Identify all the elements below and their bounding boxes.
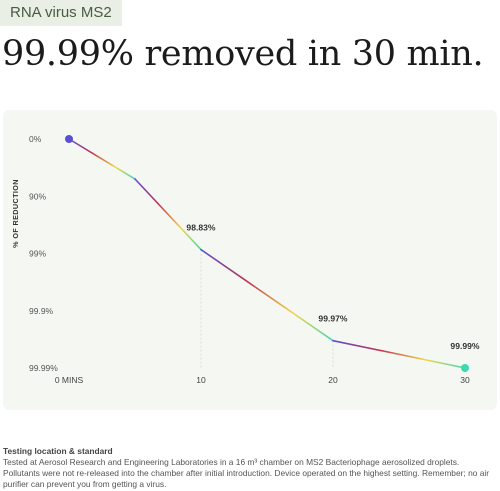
- page-headline: 99.99% removed in 30 min.: [2, 34, 484, 74]
- reduction-line-segment: [68, 138, 136, 180]
- y-tick-label: 99%: [29, 249, 46, 259]
- reduction-line-segment: [200, 248, 334, 342]
- y-axis-title: % OF REDUCTION: [11, 179, 20, 248]
- y-tick-label: 99.99%: [29, 363, 58, 373]
- x-tick-label: 10: [196, 375, 206, 385]
- data-label: 99.99%: [450, 341, 480, 351]
- end-point: [461, 364, 469, 372]
- x-tick-label: 0 MINS: [55, 375, 84, 385]
- testing-notes-title: Testing location & standard: [3, 446, 113, 456]
- y-tick-label: 99.9%: [29, 306, 54, 316]
- reduction-line-segment: [332, 339, 466, 369]
- start-point: [65, 135, 73, 143]
- testing-notes: Testing location & standard Tested at Ae…: [3, 446, 497, 490]
- y-tick-label: 0%: [29, 134, 42, 144]
- x-tick-label: 20: [328, 375, 338, 385]
- data-label: 99.97%: [318, 314, 348, 324]
- virus-badge: RNA virus MS2: [0, 0, 122, 26]
- x-tick-label: 30: [460, 375, 470, 385]
- reduction-line-segment: [134, 178, 202, 251]
- reduction-chart: % OF REDUCTION 0% 90% 99% 99.9% 99.99% 0 MINS 1…: [3, 110, 497, 410]
- chart-svg: % OF REDUCTION 0% 90% 99% 99.9% 99.99% 0 MINS 1…: [11, 134, 480, 385]
- y-tick-label: 90%: [29, 191, 46, 201]
- data-label: 98.83%: [186, 223, 216, 233]
- testing-notes-body: Tested at Aerosol Research and Engineeri…: [3, 457, 490, 489]
